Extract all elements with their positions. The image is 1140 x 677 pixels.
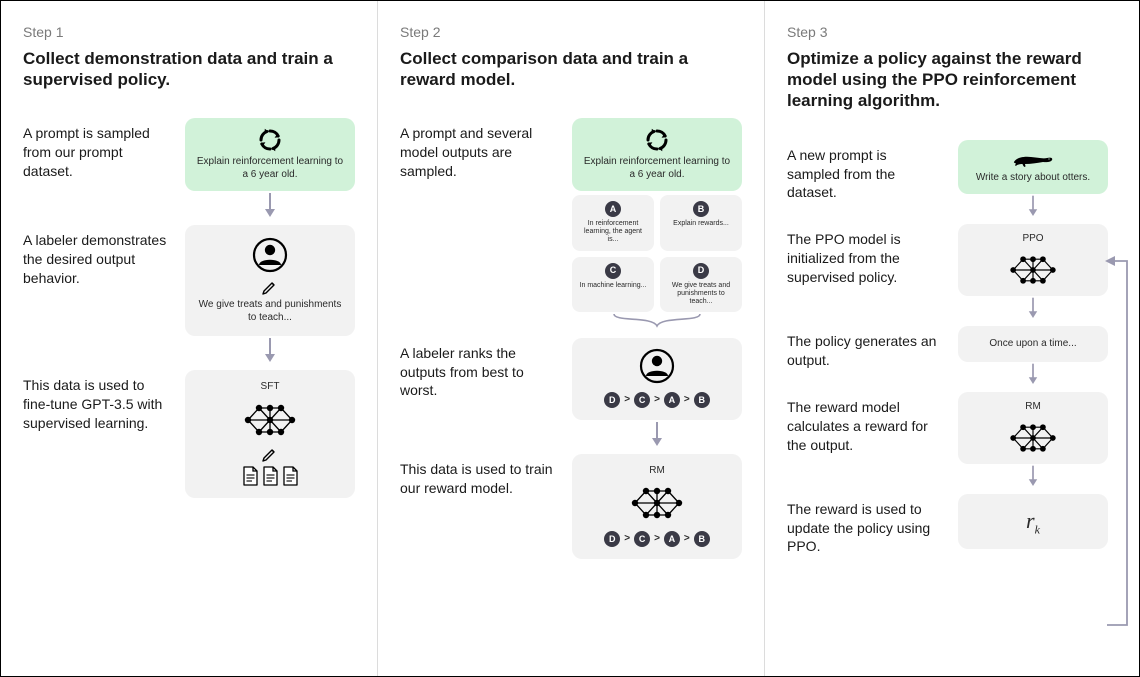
ppo-label: PPO bbox=[1022, 232, 1043, 246]
cycle-icon bbox=[258, 128, 282, 152]
arrow-down-icon bbox=[185, 191, 355, 217]
step1-title: Collect demonstration data and train a s… bbox=[23, 48, 343, 91]
step2-rank-card: D> C> A> B bbox=[572, 338, 742, 420]
step2-desc-rank: A labeler ranks the outputs from best to… bbox=[400, 338, 560, 401]
step3-prompt-text: Write a story about otters. bbox=[976, 172, 1090, 185]
document-icon bbox=[282, 466, 299, 486]
arrow-down-icon bbox=[958, 464, 1108, 486]
pencil-icon bbox=[262, 444, 278, 462]
step3-row-rm: The reward model calculates a reward for… bbox=[787, 392, 1117, 486]
option-c: CIn machine learning... bbox=[572, 257, 654, 312]
step1-output-text: We give treats and punishments to teach.… bbox=[195, 299, 345, 324]
step1-sft-card: SFT bbox=[185, 370, 355, 498]
step2-label: Step 2 bbox=[400, 23, 742, 42]
neural-net-icon bbox=[1007, 420, 1059, 456]
step3-output-text: Once upon a time... bbox=[989, 338, 1076, 351]
step1-row-prompt: A prompt is sampled from our prompt data… bbox=[23, 118, 355, 217]
step3-label: Step 3 bbox=[787, 23, 1117, 42]
document-icon bbox=[242, 466, 259, 486]
docs-icon-row bbox=[242, 466, 299, 486]
step1-desc-prompt: A prompt is sampled from our prompt data… bbox=[23, 118, 173, 181]
step1-label: Step 1 bbox=[23, 23, 355, 42]
step3-rm-card: RM bbox=[958, 392, 1108, 464]
labeler-icon bbox=[252, 237, 288, 273]
step2-desc-prompt: A prompt and several model outputs are s… bbox=[400, 118, 560, 181]
step2-row-rm: This data is used to train our reward mo… bbox=[400, 454, 742, 560]
step3-title: Optimize a policy against the reward mod… bbox=[787, 48, 1117, 112]
step3-row-prompt: A new prompt is sampled from the dataset… bbox=[787, 140, 1117, 217]
step1-desc-sft: This data is used to fine-tune GPT-3.5 w… bbox=[23, 370, 173, 433]
arrow-down-icon bbox=[958, 362, 1108, 384]
arrow-down-icon bbox=[958, 296, 1108, 318]
labeler-icon bbox=[639, 348, 675, 384]
step3-column: Step 3 Optimize a policy against the rew… bbox=[764, 1, 1139, 676]
neural-net-icon bbox=[629, 483, 685, 523]
step2-rm-card: RM D> C> A> B bbox=[572, 454, 742, 560]
step2-prompt-card: Explain reinforcement learning to a 6 ye… bbox=[572, 118, 742, 191]
step2-prompt-text: Explain reinforcement learning to a 6 ye… bbox=[582, 156, 732, 181]
ranking-line: D> C> A> B bbox=[604, 392, 710, 408]
step1-row-sft: This data is used to fine-tune GPT-3.5 w… bbox=[23, 370, 355, 498]
step1-labeler-card: We give treats and punishments to teach.… bbox=[185, 225, 355, 336]
step3-desc-output: The policy generates an output. bbox=[787, 326, 937, 370]
step3-desc-ppo: The PPO model is initialized from the su… bbox=[787, 224, 937, 287]
rm-label: RM bbox=[649, 464, 665, 478]
feedback-arrow-icon bbox=[1103, 245, 1133, 635]
option-b: BExplain rewards... bbox=[660, 195, 742, 250]
step3-desc-rm: The reward model calculates a reward for… bbox=[787, 392, 937, 455]
cycle-icon bbox=[645, 128, 669, 152]
step3-ppo-card: PPO bbox=[958, 224, 1108, 296]
arrow-down-icon bbox=[185, 336, 355, 362]
step3-reward-card: rk bbox=[958, 494, 1108, 550]
neural-net-icon bbox=[242, 400, 298, 440]
step2-row-prompt: A prompt and several model outputs are s… bbox=[400, 118, 742, 329]
reward-symbol: rk bbox=[1026, 506, 1040, 538]
rm-label: RM bbox=[1025, 400, 1041, 414]
step2-row-rank: A labeler ranks the outputs from best to… bbox=[400, 338, 742, 446]
step1-desc-labeler: A labeler demonstrates the desired outpu… bbox=[23, 225, 173, 288]
step2-desc-rm: This data is used to train our reward mo… bbox=[400, 454, 560, 498]
curly-brace-icon bbox=[572, 312, 742, 330]
step3-row-ppo: The PPO model is initialized from the su… bbox=[787, 224, 1117, 318]
sft-label: SFT bbox=[261, 380, 280, 394]
step1-row-labeler: A labeler demonstrates the desired outpu… bbox=[23, 225, 355, 362]
step3-desc-prompt: A new prompt is sampled from the dataset… bbox=[787, 140, 937, 203]
step3-desc-reward: The reward is used to update the policy … bbox=[787, 494, 937, 557]
neural-net-icon bbox=[1007, 252, 1059, 288]
step2-column: Step 2 Collect comparison data and train… bbox=[377, 1, 764, 676]
otter-icon bbox=[1011, 150, 1055, 168]
option-d: DWe give treats and punishments to teach… bbox=[660, 257, 742, 312]
document-icon bbox=[262, 466, 279, 486]
arrow-down-icon bbox=[958, 194, 1108, 216]
rlhf-diagram: Step 1 Collect demonstration data and tr… bbox=[0, 0, 1140, 677]
step1-prompt-text: Explain reinforcement learning to a 6 ye… bbox=[195, 156, 345, 181]
pencil-icon bbox=[262, 277, 278, 295]
step2-title: Collect comparison data and train a rewa… bbox=[400, 48, 720, 91]
step1-column: Step 1 Collect demonstration data and tr… bbox=[1, 1, 377, 676]
step3-row-reward: The reward is used to update the policy … bbox=[787, 494, 1117, 557]
step3-prompt-card: Write a story about otters. bbox=[958, 140, 1108, 195]
step3-row-output: The policy generates an output. Once upo… bbox=[787, 326, 1117, 385]
option-a: AIn reinforcement learning, the agent is… bbox=[572, 195, 654, 250]
ranking-line: D> C> A> B bbox=[604, 531, 710, 547]
step1-prompt-card: Explain reinforcement learning to a 6 ye… bbox=[185, 118, 355, 191]
step2-options-grid: AIn reinforcement learning, the agent is… bbox=[572, 195, 742, 311]
arrow-down-icon bbox=[572, 420, 742, 446]
step3-output-card: Once upon a time... bbox=[958, 326, 1108, 363]
